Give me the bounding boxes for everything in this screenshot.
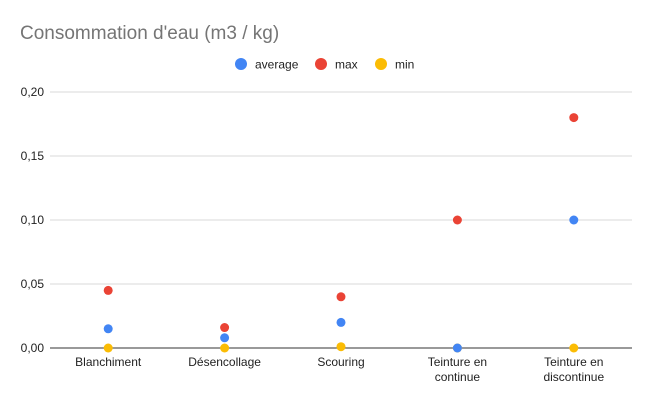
point-max <box>336 292 346 302</box>
point-min <box>336 342 346 352</box>
x-category-label: Désencollage <box>188 355 261 369</box>
point-average <box>103 324 113 334</box>
point-average <box>452 343 462 353</box>
y-axis-ticks: 0,00 0,05 0,10 0,15 0,20 <box>21 85 45 355</box>
legend-swatch-min <box>375 58 387 70</box>
point-max <box>569 113 579 123</box>
point-min <box>569 343 579 353</box>
y-tick-label: 0,15 <box>21 149 45 163</box>
point-average <box>569 215 579 225</box>
y-tick-label: 0,00 <box>21 341 45 355</box>
legend-swatch-average <box>235 58 247 70</box>
point-max <box>103 285 113 295</box>
legend-label-min: min <box>395 58 414 72</box>
legend: average max min <box>235 58 414 72</box>
point-average <box>336 317 346 327</box>
gridlines <box>50 91 632 285</box>
x-axis-categories: Blanchiment Désencollage Scouring Teinture … <box>75 355 604 384</box>
y-tick-label: 0,20 <box>21 85 45 99</box>
point-min <box>220 343 230 353</box>
x-category-label: Teinture en continue <box>428 355 487 384</box>
data-points <box>103 113 579 353</box>
x-category-label: Blanchiment <box>75 355 142 369</box>
point-min <box>103 343 113 353</box>
legend-label-max: max <box>335 58 358 72</box>
point-max <box>452 215 462 225</box>
y-tick-label: 0,05 <box>21 277 45 291</box>
legend-swatch-max <box>315 58 327 70</box>
y-tick-label: 0,10 <box>21 213 45 227</box>
chart-title: Consommation d'eau (m3 / kg) <box>20 23 279 44</box>
x-category-label: Teinture en discontinue <box>543 355 604 384</box>
x-category-label: Scouring <box>317 355 364 369</box>
legend-label-average: average <box>255 58 299 72</box>
point-max <box>220 323 230 333</box>
point-average <box>220 333 230 343</box>
